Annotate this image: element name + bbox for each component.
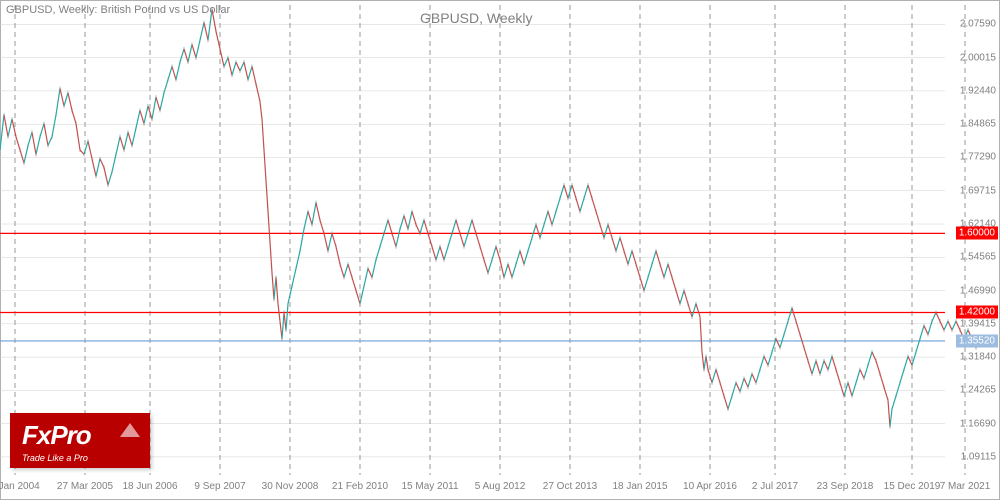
x-tick-label: 30 Nov 2008 xyxy=(262,481,319,492)
y-tick-label: 1.39415 xyxy=(960,318,996,329)
chart-container: GBPUSD, Weekly: British Pound vs US Doll… xyxy=(0,0,1000,500)
y-tick-label: 1.84865 xyxy=(960,119,996,130)
x-tick-label: 27 Mar 2005 xyxy=(57,481,113,492)
y-tick-label: 1.16690 xyxy=(960,418,996,429)
x-tick-label: 9 Sep 2007 xyxy=(194,481,245,492)
logo-brand: FxPro xyxy=(22,420,91,451)
y-tick-label: 1.54565 xyxy=(960,252,996,263)
chart-svg xyxy=(0,0,1000,500)
y-tick-label: 2.07590 xyxy=(960,19,996,30)
y-tick-label: 2.00015 xyxy=(960,52,996,63)
x-tick-label: 15 Dec 2019 xyxy=(884,481,941,492)
x-tick-label: 21 Feb 2010 xyxy=(332,481,388,492)
hline-label: 1.60000 xyxy=(956,227,998,240)
hline-label: 1.42000 xyxy=(956,306,998,319)
fxpro-logo: FxPro Trade Like a Pro xyxy=(10,413,150,468)
x-tick-label: 15 May 2011 xyxy=(401,481,458,492)
chart-title: GBPUSD, Weekly xyxy=(420,10,533,26)
y-tick-label: 1.24265 xyxy=(960,385,996,396)
x-tick-label: 2 Jul 2017 xyxy=(752,481,798,492)
x-tick-label: 10 Apr 2016 xyxy=(683,481,737,492)
x-tick-label: 7 Mar 2021 xyxy=(940,481,991,492)
y-tick-label: 1.46990 xyxy=(960,285,996,296)
x-tick-label: 5 Aug 2012 xyxy=(475,481,526,492)
chart-top-left-label: GBPUSD, Weekly: British Pound vs US Doll… xyxy=(6,4,230,16)
y-tick-label: 1.09115 xyxy=(961,451,996,462)
y-tick-label: 1.77290 xyxy=(960,152,996,163)
y-tick-label: 1.31840 xyxy=(960,352,996,363)
x-tick-label: 4 Jan 2004 xyxy=(0,481,40,492)
hline-label: 1.35520 xyxy=(956,334,998,347)
x-tick-label: 27 Oct 2013 xyxy=(543,481,597,492)
y-tick-label: 1.69715 xyxy=(960,185,996,196)
x-tick-label: 18 Jan 2015 xyxy=(612,481,667,492)
x-tick-label: 18 Jun 2006 xyxy=(122,481,177,492)
x-tick-label: 23 Sep 2018 xyxy=(817,481,874,492)
logo-tagline: Trade Like a Pro xyxy=(22,453,88,463)
y-tick-label: 1.92440 xyxy=(960,85,996,96)
logo-icon xyxy=(120,423,140,437)
